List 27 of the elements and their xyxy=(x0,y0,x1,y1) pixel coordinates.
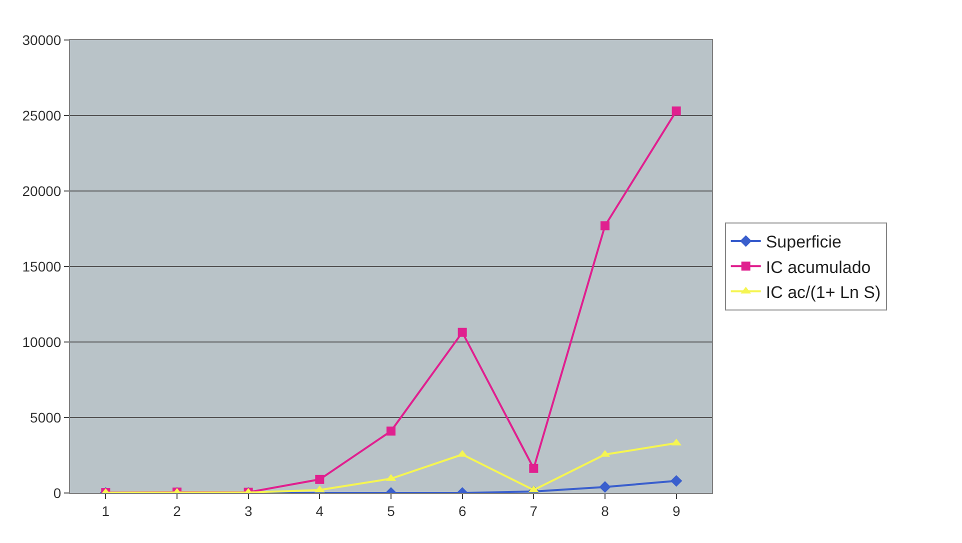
x-tick-label: 1 xyxy=(102,502,110,519)
y-tick-label: 30000 xyxy=(22,32,62,48)
x-tick-label: 5 xyxy=(387,502,396,519)
x-tick-label: 4 xyxy=(316,502,324,519)
point xyxy=(386,426,396,436)
y-tick-label: 5000 xyxy=(30,409,62,426)
x-tick-label: 9 xyxy=(672,502,680,519)
point xyxy=(670,475,682,487)
legend-label: IC ac/(1+ Ln S) xyxy=(766,282,881,302)
point xyxy=(458,328,467,337)
point xyxy=(599,481,611,493)
x-tick-label: 6 xyxy=(458,502,466,519)
x-tick-label: 7 xyxy=(530,502,538,519)
y-tick-label: 10000 xyxy=(22,334,62,350)
legend-label: IC acumulado xyxy=(766,258,871,277)
y-tick-label: 0 xyxy=(53,484,62,501)
point xyxy=(315,474,324,484)
x-tick-label: 2 xyxy=(173,502,182,519)
point xyxy=(672,106,681,116)
y-tick-label: 25000 xyxy=(22,107,62,124)
legend-label: Superficie xyxy=(766,232,842,252)
point xyxy=(529,464,538,473)
point xyxy=(600,221,610,230)
x-tick-label: 8 xyxy=(601,502,610,519)
x-tick-label: 3 xyxy=(244,502,252,519)
y-tick-label: 20000 xyxy=(22,182,62,199)
y-tick-label: 15000 xyxy=(22,258,62,274)
